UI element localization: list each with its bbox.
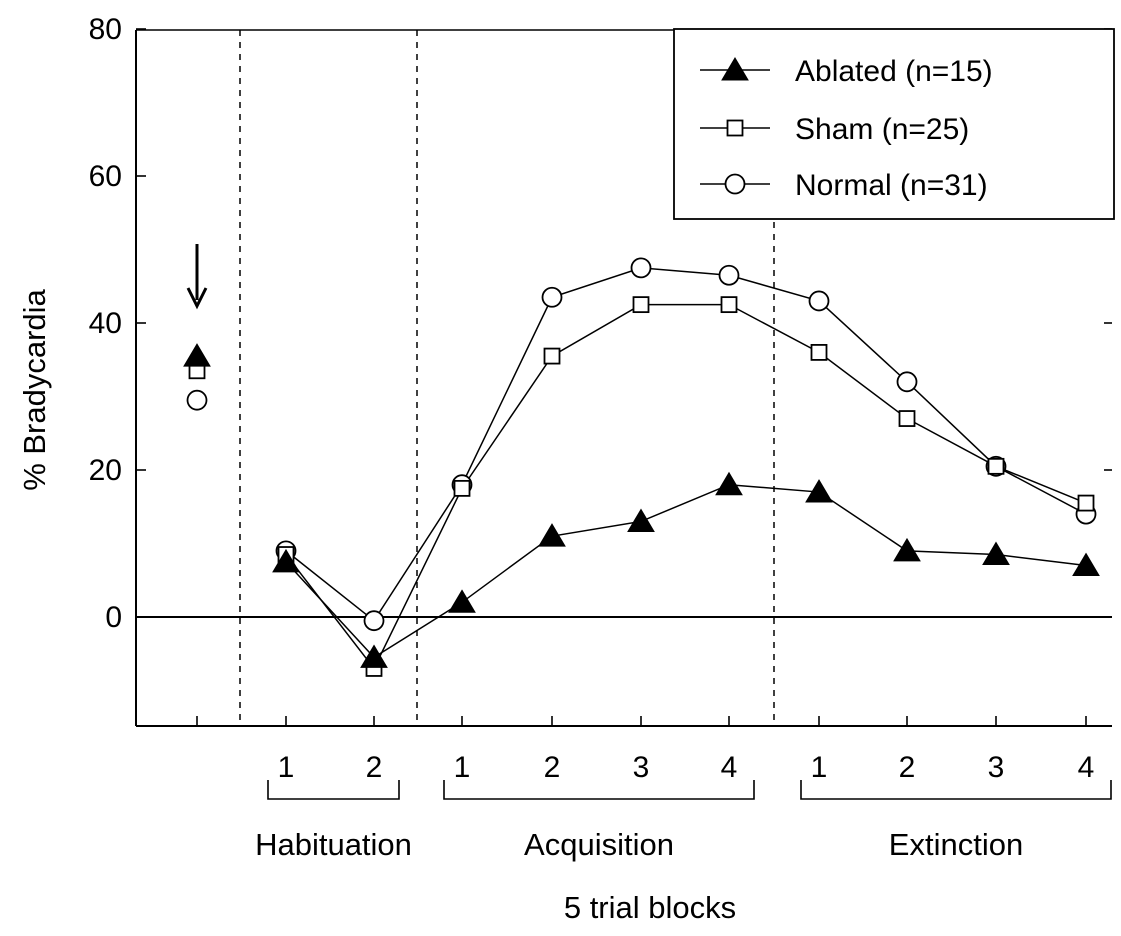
y-tick-label: 0 xyxy=(105,601,122,634)
x-axis: 1 2 1 2 3 4 1 2 3 4 Habituation Acquisition Extincti… xyxy=(196,716,1112,862)
legend-label: Normal (n=31) xyxy=(795,169,988,202)
y-tick-label: 60 xyxy=(89,160,122,193)
series-group xyxy=(272,257,1100,677)
square-marker xyxy=(1077,494,1095,512)
baseline-group xyxy=(183,244,211,411)
phase-bracket xyxy=(443,780,755,800)
phase-bracket xyxy=(267,780,400,800)
legend-label: Ablated (n=15) xyxy=(795,55,993,88)
series-open-circle xyxy=(285,267,1087,622)
y-tick-label: 20 xyxy=(89,454,122,487)
x-tick-label: 2 xyxy=(366,751,383,784)
series-markers-open-square xyxy=(277,296,1095,677)
x-tick-label: 1 xyxy=(278,751,295,784)
triangle-marker xyxy=(893,537,921,562)
square-marker xyxy=(898,410,916,427)
phase-label: Acquisition xyxy=(524,827,674,862)
circle-marker xyxy=(363,610,385,632)
y-axis-title: % Bradycardia xyxy=(17,288,52,490)
series-markers-filled-triangle xyxy=(272,471,1100,668)
x-tick-label: 3 xyxy=(988,751,1005,784)
circle-marker xyxy=(630,257,652,279)
triangle-marker xyxy=(721,57,749,81)
legend: Ablated (n=15) Sham (n=25) Normal (n=31) xyxy=(673,28,1115,220)
triangle-marker xyxy=(448,589,476,613)
square-marker xyxy=(632,296,650,314)
triangle-marker xyxy=(982,541,1010,566)
plot-frame xyxy=(135,29,1112,727)
triangle-marker xyxy=(272,548,300,573)
y-tick-label: 40 xyxy=(89,307,122,340)
series-open-square xyxy=(285,303,1087,670)
series-line xyxy=(285,303,1087,670)
series-line xyxy=(285,483,1087,659)
x-axis-title: 5 trial blocks xyxy=(564,890,736,925)
series-filled-triangle xyxy=(285,483,1087,659)
x-tick-label: 3 xyxy=(633,751,650,784)
x-tick-label: 2 xyxy=(899,751,916,784)
circle-marker xyxy=(724,173,746,195)
legend-box xyxy=(673,28,1115,220)
triangle-marker xyxy=(360,644,388,668)
square-marker xyxy=(720,296,738,314)
triangle-marker xyxy=(538,523,566,547)
phase-label: Extinction xyxy=(889,827,1023,862)
legend-label: Sham (n=25) xyxy=(795,113,969,146)
baseline-arrow-head xyxy=(186,287,208,310)
y-axis: 0 20 40 60 80 xyxy=(89,13,1112,634)
y-tick-label: 80 xyxy=(89,13,122,46)
x-tick-label: 1 xyxy=(454,751,471,784)
circle-marker xyxy=(808,290,830,312)
triangle-marker xyxy=(805,479,833,503)
circle-marker xyxy=(896,371,918,393)
circle-marker xyxy=(718,264,740,286)
phase-bracket xyxy=(800,780,1112,800)
square-marker xyxy=(543,347,561,365)
x-tick-label: 2 xyxy=(544,751,561,784)
triangle-marker xyxy=(715,471,743,496)
square-marker xyxy=(810,343,828,361)
triangle-marker xyxy=(183,343,211,367)
x-tick-label: 1 xyxy=(811,751,828,784)
square-marker xyxy=(726,119,744,137)
phase-dividers xyxy=(239,30,775,726)
series-line xyxy=(285,267,1087,622)
circle-marker xyxy=(186,389,208,411)
triangle-marker xyxy=(627,508,655,532)
triangle-marker xyxy=(1072,552,1100,577)
square-marker xyxy=(987,457,1005,475)
x-tick-label: 4 xyxy=(721,751,738,784)
square-marker xyxy=(453,479,471,497)
circle-marker xyxy=(541,286,563,308)
x-tick-label: 4 xyxy=(1078,751,1095,784)
phase-label: Habituation xyxy=(255,827,412,862)
